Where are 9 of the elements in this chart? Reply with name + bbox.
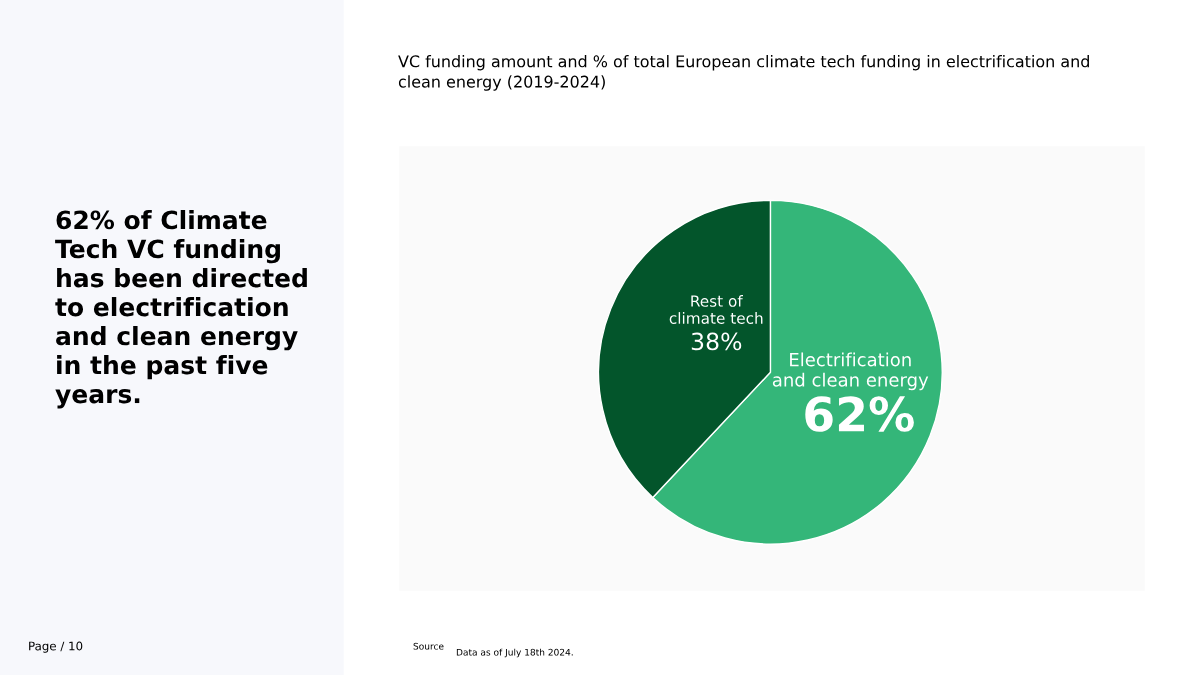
text: Page / 10 [29,641,83,653]
data-label: 62% [805,396,914,432]
text: Data as of July 18th 2024. [456,648,573,658]
text: Source [413,642,444,650]
slice-label: Electrification and clean energy [772,352,929,391]
data-label: 38% [691,332,742,351]
slice-label: Rest of climate tech [669,294,763,324]
chart-subtitle: VC funding amount and % of total European climate tech funding in electrification and clean energy (2019-2024) [398,55,1089,91]
text: 62% of Climate Tech VC funding has been directed to electrification and clean energy in the past five years. [55,210,307,409]
